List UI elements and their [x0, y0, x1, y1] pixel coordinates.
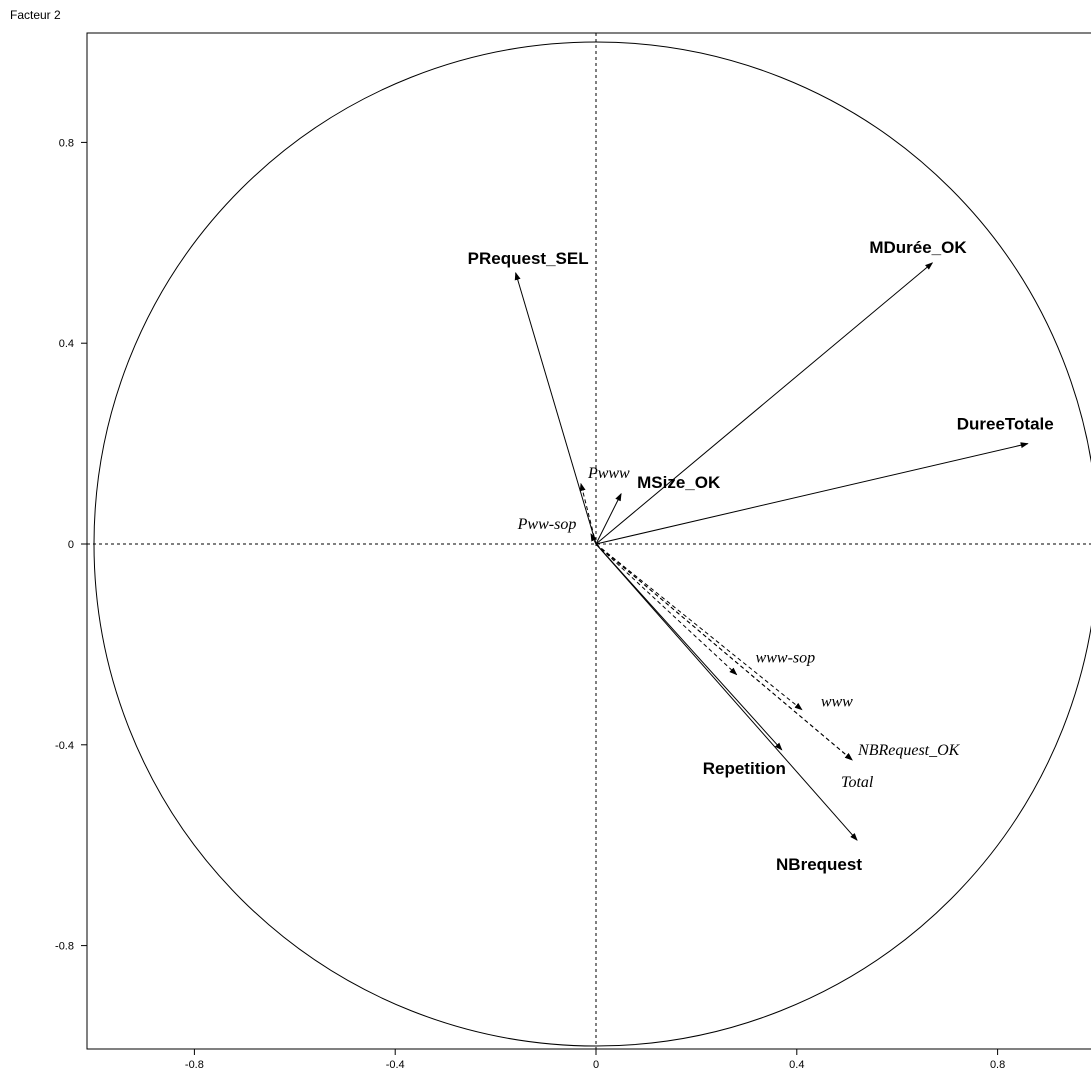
vector-label-repetition: Repetition: [703, 759, 786, 778]
vector-label-www-sop: www-sop: [756, 650, 816, 667]
vector-www-sop: [595, 543, 738, 676]
vector-mduree-ok: [595, 262, 934, 545]
y-tick-label: 0.4: [59, 338, 74, 350]
plot-frame: [86, 32, 1091, 1050]
x-tick-label: -0.4: [386, 1059, 405, 1071]
vector-pww-sop: [590, 533, 597, 545]
x-tick-label: -0.8: [185, 1059, 204, 1071]
y-axis-title: Facteur 2: [10, 8, 61, 22]
x-tick-label: 0: [593, 1059, 599, 1071]
x-tick-label: 0.4: [789, 1059, 804, 1071]
vector-label-dureetotale: DureeTotale: [957, 415, 1054, 434]
vector-msize-ok: [595, 492, 622, 545]
vector-dureetotale: [595, 442, 1029, 545]
vector-label-nbrequest: NBrequest: [776, 855, 862, 874]
vector-label-nbrequest-ok: NBRequest_OK: [857, 742, 961, 759]
vector-label-msize-ok: MSize_OK: [637, 473, 721, 492]
y-tick-label: 0: [68, 539, 74, 551]
vector-label-mduree-ok: MDurée_OK: [869, 238, 967, 257]
vector-www: [595, 543, 803, 711]
y-tick-label: -0.8: [55, 941, 74, 953]
x-tick-label: 0.8: [990, 1059, 1005, 1071]
vector-label-prequest-sel: PRequest_SEL: [468, 249, 589, 268]
vector-label-total: Total: [841, 774, 874, 791]
vector-label-www: www: [821, 694, 853, 711]
y-tick-label: 0.8: [59, 137, 74, 149]
vector-repetition: [595, 543, 783, 751]
vector-label-pww-sop: Pww-sop: [517, 516, 577, 533]
vector-pwww: [579, 482, 597, 545]
vector-nbrequest: [595, 543, 858, 841]
vector-label-pwww: Pwww: [587, 465, 630, 482]
y-tick-label: -0.4: [55, 740, 74, 752]
vector-prequest-sel: [514, 271, 597, 545]
